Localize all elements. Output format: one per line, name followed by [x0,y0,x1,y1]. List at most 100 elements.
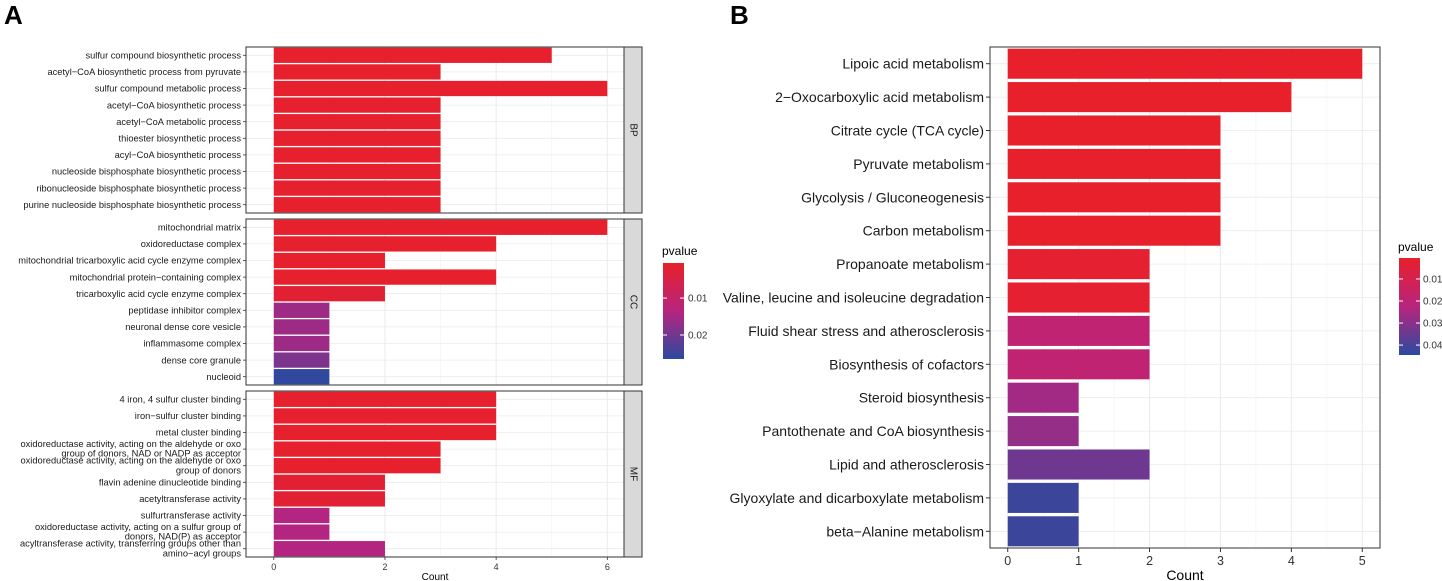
colorbar [1399,258,1420,355]
category-label: Fluid shear stress and atherosclerosis [748,323,984,339]
category-label: Propanoate metabolism [836,256,984,272]
bar [273,391,497,407]
colorbar [663,263,684,359]
x-tick-label: 4 [494,562,499,572]
bar [273,424,497,441]
bar [273,180,441,196]
x-tick-label: 6 [605,562,610,572]
bar [1007,349,1150,380]
bar [273,541,385,557]
category-label: Pantothenate and CoA biosynthesis [762,423,984,439]
bar [273,114,441,130]
colorbar-tick-label: 0.01 [1423,274,1442,285]
category-label: donors, NAD(P) as acceptor [125,532,241,542]
category-label: amino−acyl groups [163,548,242,558]
category-label: sulfur compound metabolic process [95,84,242,94]
bar [1007,382,1079,413]
category-label: flavin adenine dinucleotide binding [99,478,241,488]
category-label: inflammasome complex [143,339,241,349]
category-label: oxidoreductase activity, acting on a sul… [35,522,241,532]
bar [1007,148,1221,179]
category-label: Biosynthesis of cofactors [829,356,984,372]
category-label: group of donors, NAD or NADP as acceptor [61,449,241,459]
category-label: Glycolysis / Gluconeogenesis [801,189,984,205]
bar [273,269,497,285]
category-label: beta−Alanine metabolism [826,523,984,539]
bar [273,408,497,424]
bar [273,286,385,302]
category-label: dense core granule [161,355,241,365]
bar [273,80,608,97]
bar [273,458,441,474]
category-label: nucleoside bisphosphate biosynthetic pro… [52,167,242,177]
bar [1007,516,1079,547]
facet-strip-label: MF [627,467,638,481]
x-axis-title: Count [422,572,449,581]
facet-strip-label: CC [627,295,638,309]
x-tick-label: 0 [271,562,276,572]
category-label: Lipoic acid metabolism [842,56,984,72]
bar [273,507,330,524]
category-label: neuronal dense core vesicle [125,322,241,332]
facet-strip-label: BP [627,123,638,137]
bar [273,441,441,457]
bar [1007,449,1150,480]
category-label: mitochondrial matrix [158,223,242,233]
category-label: acyl−CoA biosynthetic process [115,150,242,160]
category-label: Glyoxylate and dicarboxylate metabolism [730,490,984,506]
bar [1007,48,1363,79]
bar [1007,482,1079,513]
bar [273,47,552,63]
category-label: Pyruvate metabolism [853,156,984,172]
category-label: peptidase inhibitor complex [128,306,241,316]
category-label: sulfurtransferase activity [141,511,242,521]
category-label: acyltransferase activity, transferring g… [20,539,241,549]
x-axis-title: Count [1166,567,1203,581]
category-label: Citrate cycle (TCA cycle) [831,123,984,139]
x-tick-label: 1 [1075,554,1082,568]
bar [273,352,330,368]
panel-a-label: A [4,0,23,30]
x-tick-label: 3 [1217,554,1224,568]
bar [1007,282,1150,313]
bar [273,236,497,252]
colorbar-tick-label: 0.03 [1423,319,1442,330]
bar [273,319,330,335]
category-label: iron−sulfur cluster binding [135,411,241,421]
x-tick-label: 0 [1004,554,1011,568]
category-label: group of donors [176,465,241,475]
bar [1007,82,1292,113]
panel-b-label: B [730,0,749,30]
x-tick-label: 2 [1146,554,1153,568]
category-label: Lipid and atherosclerosis [829,457,984,473]
bar [273,335,330,352]
x-tick-label: 2 [382,562,387,572]
category-label: ribonucleoside bisphosphate biosynthetic… [36,183,241,193]
category-label: acetyl−CoA biosynthetic process from pyr… [47,67,241,77]
facet-strip [623,46,643,214]
category-label: purine nucleoside bisphosphate biosynthe… [23,200,241,210]
bar [273,130,441,146]
category-label: 4 iron, 4 sulfur cluster binding [120,395,241,405]
bar [273,369,330,385]
colorbar-tick-label: 0.01 [688,294,708,305]
bar [273,219,608,235]
bar [1007,315,1150,346]
colorbar-tick-label: 0.04 [1423,341,1442,352]
category-label: thioester biosynthetic process [119,134,242,144]
category-label: mitochondrial tricarboxylic acid cycle e… [18,256,241,266]
bar [1007,416,1079,447]
category-label: acetyl−CoA biosynthetic process [107,100,241,110]
x-tick-label: 4 [1288,554,1295,568]
category-label: oxidoreductase activity, acting on the a… [20,456,241,466]
category-label: metal cluster binding [156,428,241,438]
colorbar-tick-label: 0.02 [1423,296,1442,307]
bar [1007,115,1221,146]
category-label: acetyltransferase activity [139,494,241,504]
facet-strip [623,218,643,386]
category-label: nucleoid [206,372,241,382]
bar [273,524,330,540]
category-label: tricarboxylic acid cycle enzyme complex [76,289,241,299]
panel-a-go-chart: sulfur compound biosynthetic process acet… [18,46,708,581]
